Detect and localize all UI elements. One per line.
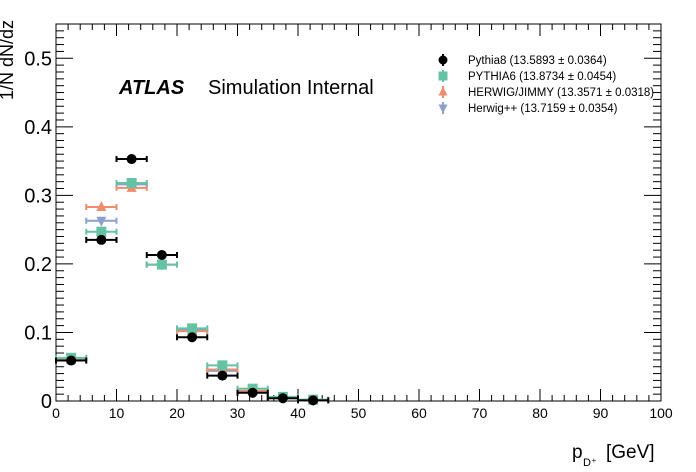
legend-entry: Pythia8 (13.5893 ± 0.0364) <box>438 54 607 67</box>
legend-marker <box>438 71 448 81</box>
x-axis-ticks: 0 10 20 30 40 50 60 70 80 90 100 <box>52 24 673 421</box>
series-triangle-up <box>55 181 330 405</box>
series-square <box>55 178 330 405</box>
x-axis-label-subscript: D⁺ <box>583 457 597 469</box>
x-tick-label: 10 <box>109 405 125 421</box>
data-point <box>217 360 228 371</box>
x-tick-label: 50 <box>351 405 367 421</box>
y-tick-label: 0 <box>41 391 52 413</box>
legend-label: Herwig++ (13.7159 ± 0.0354) <box>468 103 618 115</box>
data-point <box>187 323 198 334</box>
data-point <box>156 249 167 260</box>
data-point <box>96 234 107 245</box>
data-point <box>217 370 228 381</box>
data-series <box>55 154 330 407</box>
x-axis-label-unit: [GeV] <box>606 442 655 463</box>
x-tick-label: 40 <box>290 405 306 421</box>
data-point <box>66 355 77 366</box>
data-point <box>187 332 198 343</box>
atlas-label: ATLAS <box>118 77 185 99</box>
data-point <box>96 226 107 237</box>
data-point <box>126 154 137 165</box>
x-tick-label: 30 <box>230 405 246 421</box>
data-point <box>96 201 107 212</box>
x-tick-label: 0 <box>52 405 60 421</box>
legend-label: HERWIG/JIMMY (13.3571 ± 0.0318) <box>468 87 654 99</box>
x-axis-label-main: p <box>572 442 583 463</box>
legend-label: Pythia8 (13.5893 ± 0.0364) <box>468 55 607 67</box>
data-point <box>96 216 107 227</box>
y-tick-label: 0.3 <box>24 185 52 207</box>
legend-label: PYTHIA6 (13.8734 ± 0.0454) <box>468 71 616 83</box>
legend-marker <box>438 104 448 114</box>
legend-marker <box>438 86 448 96</box>
x-tick-label: 100 <box>649 405 673 421</box>
data-point <box>156 259 167 270</box>
series-circle <box>55 154 330 406</box>
x-tick-label: 60 <box>411 405 427 421</box>
x-tick-label: 20 <box>169 405 185 421</box>
legend-entry: HERWIG/JIMMY (13.3571 ± 0.0318) <box>438 86 654 99</box>
data-point <box>126 178 137 189</box>
legend-entry: PYTHIA6 (13.8734 ± 0.0454) <box>438 70 616 83</box>
y-tick-label: 0.2 <box>24 254 52 276</box>
legend: Pythia8 (13.5893 ± 0.0364) PYTHIA6 (13.87… <box>438 54 654 115</box>
x-tick-label: 70 <box>472 405 488 421</box>
legend-entry: Herwig++ (13.7159 ± 0.0354) <box>438 102 618 115</box>
simulation-label: Simulation Internal <box>208 77 374 99</box>
data-point <box>247 387 258 398</box>
x-tick-label: 90 <box>593 405 609 421</box>
data-point <box>277 393 288 404</box>
x-tick-label: 80 <box>532 405 548 421</box>
y-tick-label: 0.1 <box>24 322 52 344</box>
y-axis-ticks: 0 0.1 0.2 0.3 0.4 0.5 <box>24 23 661 413</box>
y-tick-label: 0.4 <box>24 117 52 139</box>
y-tick-label: 0.5 <box>24 48 52 70</box>
x-axis-label: p D⁺ [GeV] <box>572 442 655 469</box>
data-point <box>308 395 319 406</box>
y-axis-label: 1/N dN/dz <box>0 20 17 100</box>
series-triangle-down <box>55 180 330 407</box>
legend-marker <box>438 55 448 65</box>
